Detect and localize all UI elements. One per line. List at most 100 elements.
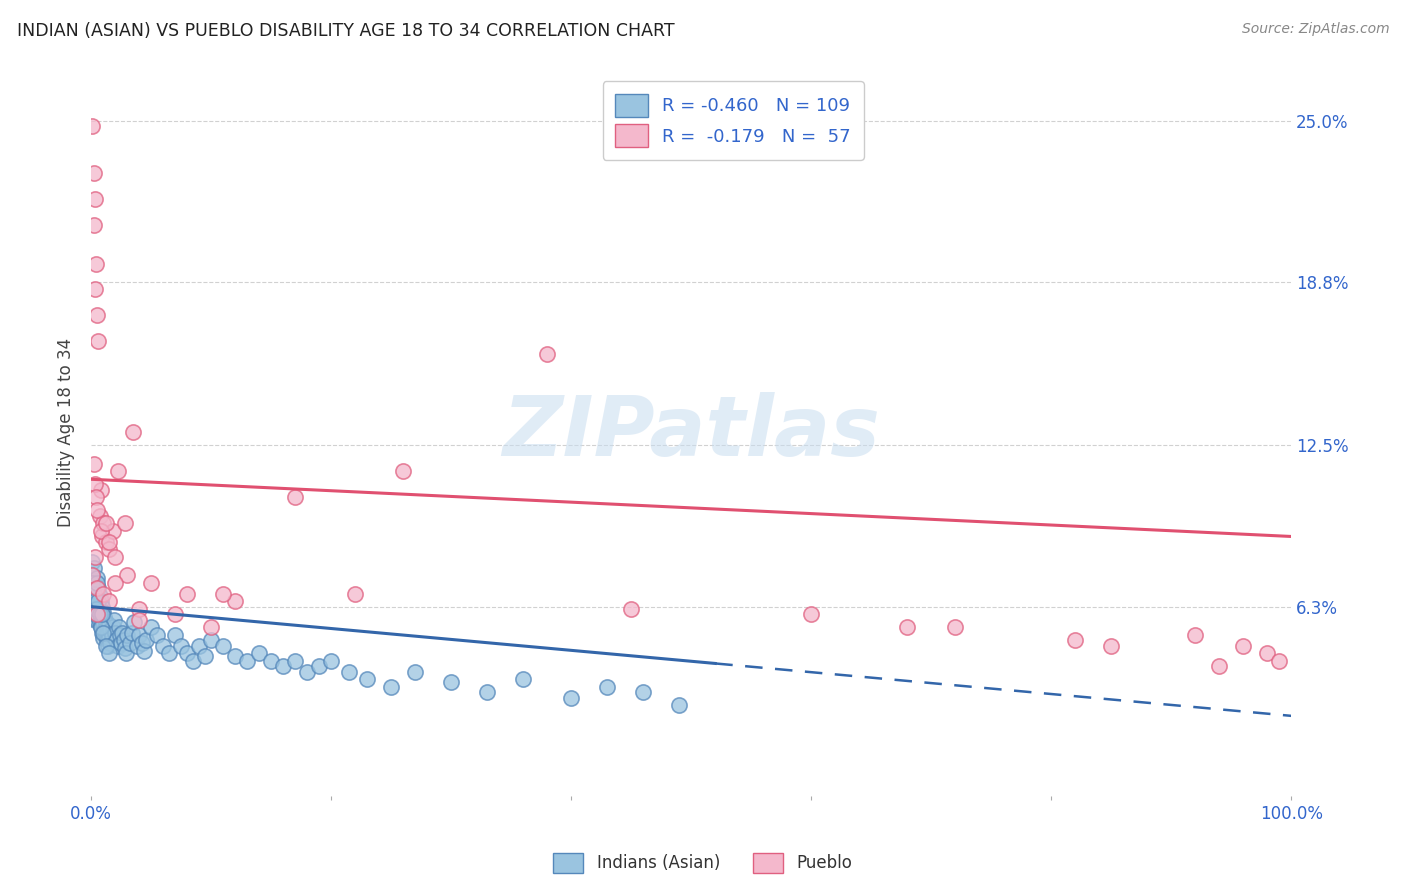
Point bbox=[1064, 633, 1087, 648]
Point bbox=[110, 636, 132, 650]
Point bbox=[124, 615, 146, 630]
Point bbox=[98, 594, 121, 608]
Point bbox=[1268, 654, 1291, 668]
Point bbox=[87, 597, 110, 611]
Legend: R = -0.460   N = 109, R =  -0.179   N =  57: R = -0.460 N = 109, R = -0.179 N = 57 bbox=[603, 81, 863, 160]
Point bbox=[308, 659, 330, 673]
Point bbox=[90, 483, 112, 497]
Point bbox=[101, 620, 124, 634]
Text: ZIPatlas: ZIPatlas bbox=[502, 392, 880, 473]
Point bbox=[83, 218, 105, 232]
Point bbox=[1208, 659, 1230, 673]
Point bbox=[84, 256, 107, 270]
Point bbox=[165, 628, 187, 642]
Point bbox=[94, 639, 117, 653]
Point bbox=[86, 613, 108, 627]
Point bbox=[93, 610, 115, 624]
Point bbox=[200, 633, 222, 648]
Point bbox=[86, 571, 108, 585]
Point bbox=[181, 654, 204, 668]
Point bbox=[86, 584, 108, 599]
Point bbox=[112, 633, 135, 648]
Point bbox=[89, 615, 111, 630]
Point bbox=[91, 605, 114, 619]
Point bbox=[83, 192, 105, 206]
Point bbox=[91, 607, 114, 622]
Point bbox=[152, 639, 174, 653]
Point bbox=[91, 516, 114, 531]
Point bbox=[107, 465, 129, 479]
Point bbox=[87, 334, 110, 349]
Point bbox=[128, 628, 150, 642]
Point bbox=[86, 582, 108, 596]
Point bbox=[284, 491, 307, 505]
Point bbox=[91, 587, 114, 601]
Point bbox=[141, 576, 163, 591]
Point bbox=[86, 503, 108, 517]
Point bbox=[165, 607, 187, 622]
Point bbox=[104, 550, 127, 565]
Point bbox=[103, 613, 125, 627]
Point bbox=[93, 623, 115, 637]
Point bbox=[477, 685, 499, 699]
Point bbox=[176, 587, 198, 601]
Point bbox=[236, 654, 259, 668]
Point bbox=[83, 574, 105, 588]
Point bbox=[94, 516, 117, 531]
Point bbox=[114, 641, 136, 656]
Point bbox=[125, 639, 148, 653]
Point bbox=[170, 639, 193, 653]
Point bbox=[344, 587, 367, 601]
Point bbox=[86, 309, 108, 323]
Point bbox=[896, 620, 918, 634]
Point bbox=[107, 639, 129, 653]
Point bbox=[91, 599, 114, 614]
Point bbox=[337, 665, 360, 679]
Point bbox=[440, 675, 463, 690]
Point bbox=[86, 599, 108, 614]
Point bbox=[100, 628, 122, 642]
Point bbox=[84, 602, 107, 616]
Point bbox=[91, 625, 114, 640]
Point bbox=[83, 594, 105, 608]
Point bbox=[800, 607, 823, 622]
Point bbox=[83, 587, 105, 601]
Point bbox=[118, 636, 141, 650]
Text: INDIAN (ASIAN) VS PUEBLO DISABILITY AGE 18 TO 34 CORRELATION CHART: INDIAN (ASIAN) VS PUEBLO DISABILITY AGE … bbox=[17, 22, 675, 40]
Point bbox=[141, 620, 163, 634]
Point bbox=[284, 654, 307, 668]
Point bbox=[91, 613, 114, 627]
Y-axis label: Disability Age 18 to 34: Disability Age 18 to 34 bbox=[58, 338, 75, 527]
Point bbox=[1099, 639, 1122, 653]
Point bbox=[82, 119, 104, 133]
Point bbox=[321, 654, 343, 668]
Point bbox=[111, 625, 134, 640]
Point bbox=[97, 625, 120, 640]
Point bbox=[84, 579, 107, 593]
Point bbox=[83, 477, 105, 491]
Point bbox=[86, 576, 108, 591]
Point bbox=[98, 636, 121, 650]
Point bbox=[512, 673, 534, 687]
Point bbox=[128, 602, 150, 616]
Point bbox=[132, 644, 155, 658]
Legend: Indians (Asian), Pueblo: Indians (Asian), Pueblo bbox=[547, 847, 859, 880]
Point bbox=[96, 633, 118, 648]
Point bbox=[212, 639, 235, 653]
Point bbox=[128, 613, 150, 627]
Point bbox=[83, 587, 105, 601]
Point bbox=[94, 534, 117, 549]
Point bbox=[135, 633, 157, 648]
Point bbox=[295, 665, 318, 679]
Point bbox=[89, 602, 111, 616]
Point bbox=[200, 620, 222, 634]
Point bbox=[356, 673, 378, 687]
Point bbox=[91, 618, 114, 632]
Point bbox=[91, 625, 114, 640]
Point bbox=[84, 591, 107, 606]
Point bbox=[87, 582, 110, 596]
Point bbox=[98, 623, 121, 637]
Point bbox=[91, 529, 114, 543]
Point bbox=[94, 615, 117, 630]
Point bbox=[115, 647, 138, 661]
